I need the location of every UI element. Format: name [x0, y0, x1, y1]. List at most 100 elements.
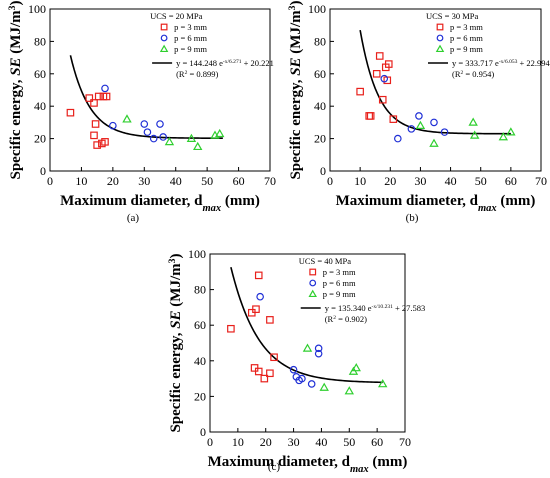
data-point-square — [85, 94, 94, 102]
data-point-triangle — [302, 343, 313, 352]
x-axis-title: Maximum diameter, dmax (mm) — [60, 193, 260, 214]
x-tick-label: 40 — [445, 174, 457, 188]
chart-panel-a: 0 10 20 30 40 50 60 70 0 20 40 60 80 100 Maximum diame… — [7, 0, 277, 213]
y-tick-label: 100 — [308, 2, 326, 16]
series-triangle — [415, 117, 516, 147]
data-point-square — [252, 305, 260, 313]
data-point-triangle — [193, 141, 203, 151]
x-tick-label: 60 — [233, 174, 245, 188]
data-point-triangle — [164, 136, 175, 146]
data-point-square — [94, 92, 103, 101]
data-point-triangle — [378, 379, 388, 388]
y-tick-label: 0 — [320, 164, 326, 178]
data-point-triangle — [429, 138, 439, 147]
y-tick-label: 60 — [34, 67, 46, 81]
series-circle — [380, 74, 449, 143]
data-point-circle — [156, 120, 164, 128]
series-triangle — [302, 343, 388, 395]
y-tick-label: 40 — [314, 99, 326, 113]
data-point-circle — [415, 112, 423, 120]
legend-entry: p = 6 mm — [450, 33, 483, 43]
x-tick-label: 70 — [399, 435, 411, 449]
y-tick-label: 100 — [188, 247, 206, 261]
y-tick-label: 20 — [314, 132, 326, 146]
series-circle — [256, 292, 323, 388]
x-tick-label: 10 — [354, 174, 366, 188]
x-tick-label: 50 — [475, 174, 487, 188]
legend-entry: p = 6 mm — [174, 33, 207, 43]
data-point-triangle — [122, 114, 132, 123]
fit-r-squared: (R2 = 0.899) — [176, 69, 218, 79]
data-point-square — [101, 138, 109, 146]
data-point-square — [266, 369, 274, 378]
y-tick-label: 0 — [200, 425, 206, 439]
fit-curve — [230, 266, 383, 384]
y-axis-title: Specific energy, SE (MJ/m3) — [167, 253, 185, 432]
data-point-circle — [159, 133, 167, 141]
y-tick-label: 100 — [28, 2, 46, 16]
fit-r-squared: (R2 = 0.902) — [325, 314, 367, 324]
legend-marker-triangle — [308, 289, 317, 298]
data-point-square — [375, 52, 384, 60]
data-point-square — [384, 60, 393, 68]
x-tick-label: 40 — [170, 174, 182, 188]
x-tick-label: 50 — [201, 174, 213, 188]
legend-marker-circle — [160, 34, 168, 42]
data-point-square — [254, 271, 263, 280]
data-point-square — [93, 141, 101, 149]
panel-label-c: (c) — [268, 461, 281, 473]
series-square — [66, 92, 111, 149]
legend-entry: p = 3 mm — [450, 22, 483, 32]
data-point-circle — [298, 374, 306, 383]
data-point-square — [91, 120, 100, 128]
series-triangle — [122, 114, 225, 151]
data-point-circle — [314, 344, 323, 353]
series-square — [227, 271, 278, 383]
data-point-triangle — [415, 120, 426, 129]
fit-equation: y = 333.717 e-x/6.053 + 22.994 — [452, 58, 550, 68]
x-tick-label: 0 — [327, 174, 333, 188]
series-circle — [101, 84, 167, 143]
y-tick-label: 60 — [194, 318, 206, 332]
legend-marker-square — [160, 23, 168, 31]
x-tick-label: 30 — [138, 174, 150, 188]
x-tick-label: 20 — [107, 174, 119, 188]
data-point-circle — [430, 118, 438, 127]
data-point-square — [389, 115, 398, 123]
legend-entry: p = 9 mm — [450, 44, 483, 54]
data-point-triangle — [344, 386, 354, 395]
data-point-square — [260, 374, 269, 383]
y-tick-label: 0 — [40, 164, 46, 178]
data-point-circle — [307, 380, 316, 388]
panel-label-b: (b) — [406, 212, 419, 224]
data-point-circle — [407, 125, 416, 133]
data-point-circle — [140, 120, 149, 128]
data-point-square — [227, 324, 235, 333]
data-point-triangle — [469, 130, 480, 139]
legend-marker-circle — [309, 279, 317, 287]
x-tick-label: 0 — [207, 435, 213, 449]
legend-title: UCS = 40 MPa — [299, 256, 351, 266]
x-tick-label: 20 — [260, 435, 272, 449]
legend-marker-triangle — [159, 44, 169, 53]
x-tick-label: 10 — [75, 174, 87, 188]
data-point-square — [270, 353, 278, 362]
legend-marker-circle — [436, 34, 444, 42]
y-axis-title: Specific energy, SE (MJ/m3) — [287, 0, 305, 179]
data-point-circle — [394, 134, 402, 143]
x-tick-label: 70 — [264, 174, 276, 188]
x-tick-label: 0 — [47, 174, 53, 188]
x-tick-label: 10 — [232, 435, 244, 449]
y-tick-label: 40 — [194, 354, 206, 368]
data-point-triangle — [468, 117, 478, 126]
fit-r-squared: (R2 = 0.954) — [452, 69, 494, 79]
y-axis-title: Specific energy, SE (MJ/m3) — [7, 0, 25, 179]
data-point-square — [356, 87, 364, 96]
series-square — [356, 52, 398, 123]
y-tick-label: 60 — [314, 67, 326, 81]
y-tick-label: 20 — [194, 389, 206, 403]
data-point-triangle — [351, 363, 361, 372]
data-point-square — [254, 367, 263, 376]
data-point-square — [90, 131, 98, 140]
data-point-circle — [289, 365, 298, 374]
